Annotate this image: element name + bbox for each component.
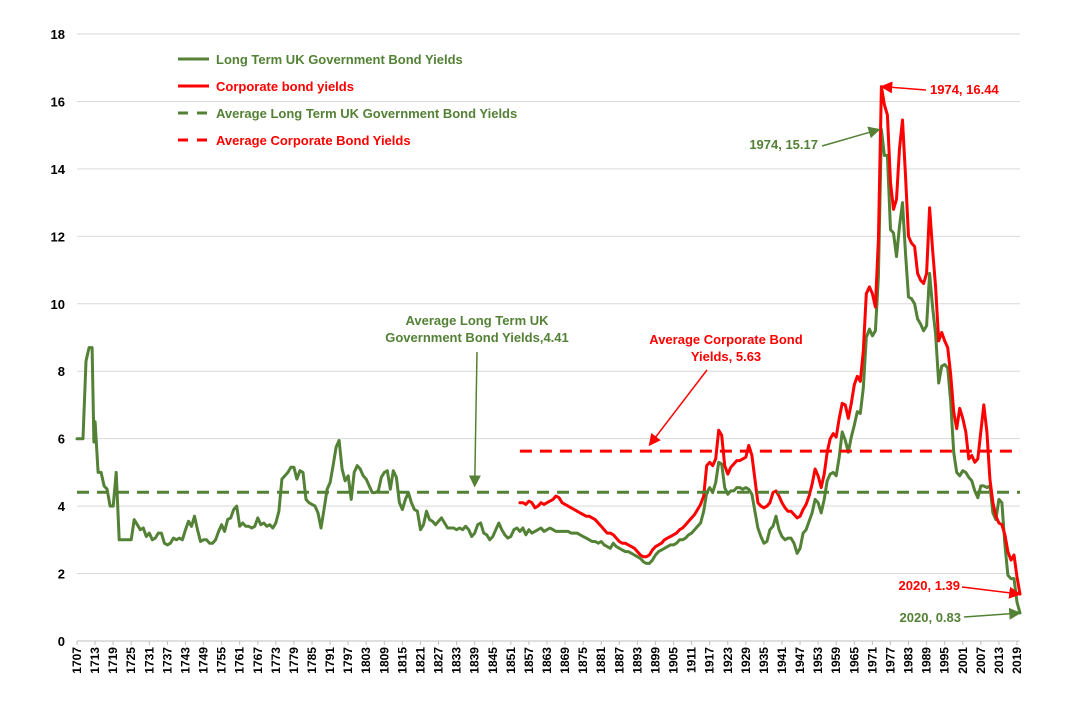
x-tick-label: 1929 bbox=[739, 647, 753, 674]
x-tick-label: 1917 bbox=[703, 647, 717, 674]
annotation-arrow bbox=[468, 351, 481, 488]
x-tick-label: 1803 bbox=[359, 647, 373, 674]
x-tick-label: 1941 bbox=[775, 647, 789, 674]
annotation-text: 2020, 0.83 bbox=[900, 610, 961, 625]
annotation-arrow bbox=[961, 586, 1022, 599]
x-tick-label: 1989 bbox=[920, 647, 934, 674]
x-tick-label: 1791 bbox=[323, 647, 337, 674]
x-tick-label: 1971 bbox=[865, 647, 879, 674]
y-tick-label: 18 bbox=[51, 27, 65, 42]
annotation-arrow bbox=[648, 369, 708, 447]
annotation-arrow bbox=[821, 126, 881, 147]
x-tick-label: 2007 bbox=[974, 647, 988, 674]
x-tick-label: 2013 bbox=[992, 647, 1006, 674]
y-tick-label: 12 bbox=[51, 229, 65, 244]
annotation-arrow bbox=[963, 607, 1022, 620]
x-tick-label: 1749 bbox=[197, 647, 211, 674]
x-tick-label: 1977 bbox=[883, 647, 897, 674]
x-tick-label: 1959 bbox=[829, 647, 843, 674]
x-tick-label: 1797 bbox=[341, 647, 355, 674]
annotation-text: Yields, 5.63 bbox=[691, 349, 761, 364]
x-tick-label: 1815 bbox=[395, 647, 409, 674]
annotation-text: 1974, 16.44 bbox=[930, 82, 999, 97]
x-tick-label: 1887 bbox=[612, 647, 626, 674]
x-tick-label: 1773 bbox=[269, 647, 283, 674]
x-tick-label: 1863 bbox=[540, 647, 554, 674]
annotations: Average Long Term UK Government Bond Yiel… bbox=[385, 81, 1022, 625]
x-tick-label: 1965 bbox=[847, 647, 861, 674]
x-tick-label: 1881 bbox=[594, 647, 608, 674]
x-tick-label: 1923 bbox=[721, 647, 735, 674]
x-tick-label: 1947 bbox=[793, 647, 807, 674]
annotation-text: 2020, 1.39 bbox=[899, 578, 960, 593]
x-tick-label: 1767 bbox=[251, 647, 265, 674]
x-tick-label: 1743 bbox=[178, 647, 192, 674]
legend: Long Term UK Government Bond Yields Corpo… bbox=[178, 52, 517, 148]
y-tick-label: 0 bbox=[58, 634, 65, 649]
x-tick-label: 1869 bbox=[558, 647, 572, 674]
y-tick-label: 4 bbox=[58, 499, 66, 514]
x-tick-label: 1983 bbox=[902, 647, 916, 674]
x-tick-label: 1833 bbox=[450, 647, 464, 674]
x-tick-label: 1899 bbox=[648, 647, 662, 674]
x-tick-label: 1821 bbox=[413, 647, 427, 674]
y-tick-label: 8 bbox=[58, 364, 65, 379]
legend-entry: Corporate bond yields bbox=[216, 79, 354, 94]
x-tick-label: 1953 bbox=[811, 647, 825, 674]
x-tick-label: 1713 bbox=[88, 647, 102, 674]
x-tick-label: 1839 bbox=[468, 647, 482, 674]
x-tick-label: 1905 bbox=[667, 647, 681, 674]
x-tick-label: 2001 bbox=[956, 647, 970, 674]
x-tick-label: 1911 bbox=[685, 647, 699, 673]
x-tick-label: 1875 bbox=[576, 647, 590, 674]
annotation: 1974, 15.17 bbox=[749, 126, 881, 152]
legend-entry: Average Long Term UK Government Bond Yie… bbox=[216, 106, 517, 121]
series-line-gov-bond-yields bbox=[75, 127, 1022, 615]
x-tick-label: 1755 bbox=[215, 647, 229, 674]
grid-layer bbox=[77, 33, 1020, 642]
y-tick-label: 6 bbox=[58, 432, 65, 447]
annotation-text: Average Corporate Bond bbox=[649, 332, 802, 347]
annotation-text: Average Long Term UK bbox=[405, 313, 549, 328]
x-tick-label: 1719 bbox=[106, 647, 120, 674]
x-tick-label: 1851 bbox=[504, 647, 518, 674]
annotation-text: 1974, 15.17 bbox=[749, 137, 818, 152]
annotation: 2020, 1.39 bbox=[899, 578, 1022, 599]
y-tick-label: 2 bbox=[58, 567, 65, 582]
x-tick-label: 1731 bbox=[142, 647, 156, 674]
x-tick-label: 1809 bbox=[377, 647, 391, 674]
x-axis-ticks: 1707 1713 1719 1725 1731 1737 1743 1749 1755 1761… bbox=[70, 641, 1024, 674]
annotation: Average Corporate Bond Yields, 5.63 bbox=[648, 332, 803, 447]
x-tick-label: 1893 bbox=[630, 647, 644, 674]
annotation-arrow bbox=[880, 81, 927, 94]
x-tick-label: 1845 bbox=[486, 647, 500, 674]
x-tick-label: 1827 bbox=[432, 647, 446, 674]
legend-entry: Long Term UK Government Bond Yields bbox=[216, 52, 463, 67]
annotation: 2020, 0.83 bbox=[900, 607, 1022, 625]
x-tick-label: 1995 bbox=[938, 647, 952, 674]
series-layer bbox=[75, 85, 1022, 615]
annotation: 1974, 16.44 bbox=[880, 81, 999, 97]
x-tick-label: 1761 bbox=[233, 647, 247, 674]
x-tick-label: 1725 bbox=[124, 647, 138, 674]
y-tick-label: 16 bbox=[51, 94, 65, 109]
x-tick-label: 1935 bbox=[757, 647, 771, 674]
annotation: Average Long Term UK Government Bond Yiel… bbox=[385, 313, 569, 488]
y-tick-label: 10 bbox=[51, 297, 65, 312]
x-tick-label: 2019 bbox=[1010, 647, 1024, 674]
x-tick-label: 1707 bbox=[70, 647, 84, 674]
x-tick-label: 1779 bbox=[287, 647, 301, 674]
annotation-text: Government Bond Yields,4.41 bbox=[385, 330, 569, 345]
series-line-corporate-bond-yields bbox=[518, 85, 1022, 596]
x-tick-label: 1857 bbox=[522, 647, 536, 674]
x-tick-label: 1737 bbox=[160, 647, 174, 674]
legend-entry: Average Corporate Bond Yields bbox=[216, 133, 411, 148]
y-tick-label: 14 bbox=[51, 162, 66, 177]
x-tick-label: 1785 bbox=[305, 647, 319, 674]
y-axis-ticks: 0 2 4 6 8 10 12 14 16 18 bbox=[51, 27, 66, 649]
